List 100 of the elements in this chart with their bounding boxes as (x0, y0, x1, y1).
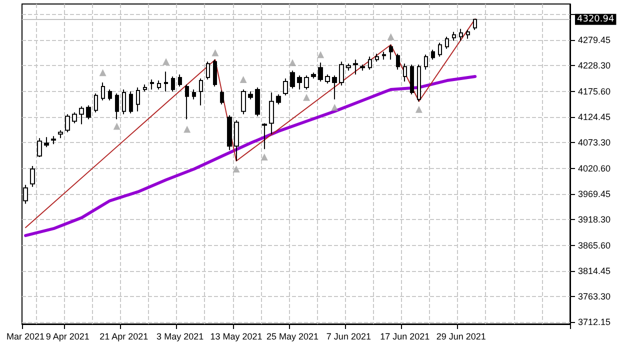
candlestick (353, 59, 358, 76)
candlestick (325, 74, 330, 84)
candlestick (58, 130, 63, 139)
candlestick (143, 84, 147, 92)
candlestick (129, 90, 133, 114)
candlestick (473, 18, 477, 30)
candlestick (65, 114, 70, 133)
candlestick (283, 78, 288, 96)
x-tick-label: 25 May 2021 (266, 332, 319, 342)
candlestick (368, 56, 372, 70)
x-tick-label: 21 Apr 2021 (100, 332, 148, 342)
candlestick (79, 106, 84, 125)
point (162, 58, 170, 66)
y-tick-label: 3865.60 (578, 240, 611, 251)
candlestick (417, 64, 421, 102)
candlestick (297, 75, 302, 90)
candlestick (438, 42, 442, 58)
point (331, 104, 338, 111)
point (212, 49, 219, 56)
candlestick (445, 36, 449, 50)
point (288, 59, 296, 66)
candlestick (185, 84, 189, 120)
y-tick-label: 3969.45 (578, 189, 611, 200)
candlestick (248, 90, 253, 100)
candlestick (136, 86, 140, 112)
candlestick (227, 114, 232, 151)
y-tick-label: 4020.60 (578, 164, 611, 174)
candlestick (269, 92, 274, 135)
x-tick-label: 3 May 2021 (156, 332, 204, 342)
candlestick (192, 88, 196, 100)
line-series (25, 18, 476, 228)
candlestick (290, 70, 295, 89)
candlestick (311, 72, 316, 80)
candlestick (37, 138, 42, 158)
point (232, 165, 240, 172)
candlestick (346, 63, 351, 72)
candlestick (262, 122, 267, 150)
candlestick (44, 136, 49, 148)
x-tick-label: 9 Apr 2021 (46, 332, 90, 342)
y-tick-label: 4073.30 (578, 137, 611, 148)
y-tick-label: 3814.45 (578, 266, 611, 276)
candlestick (178, 74, 182, 87)
point (387, 33, 394, 40)
point (99, 69, 106, 76)
point (184, 126, 191, 133)
candlestick (424, 54, 428, 70)
candlestick (108, 88, 112, 101)
candlestick (213, 59, 217, 87)
candlestick (304, 75, 309, 90)
candlestick (150, 79, 154, 90)
x-tick-label: 13 May 2021 (210, 332, 262, 342)
y-tick-label: 4279.45 (578, 35, 611, 46)
candlestick (220, 90, 224, 105)
candlestick (466, 29, 470, 40)
candlestick (101, 82, 105, 101)
candlestick (255, 86, 260, 117)
candlestick (30, 165, 35, 188)
candlestick (410, 64, 414, 95)
candlestick (459, 28, 463, 42)
candlestick (339, 61, 344, 86)
candlestick (396, 53, 400, 70)
candlestick (51, 136, 56, 145)
candlestick (122, 88, 126, 115)
y-tick-label: 4124.45 (578, 112, 611, 122)
candlestick (360, 64, 365, 72)
y-tick-label: 4228.30 (578, 60, 611, 70)
point (260, 154, 268, 161)
candlestick (234, 120, 239, 162)
candlestick (171, 76, 175, 92)
candlestick (276, 94, 281, 105)
point (317, 51, 324, 58)
candlestick (199, 78, 203, 106)
x-tick-label: 7 Jun 2021 (326, 332, 371, 342)
point (240, 76, 247, 84)
candlestick (115, 92, 119, 120)
candlestick (332, 75, 337, 100)
x-tick-label: Mar 2021 (6, 332, 45, 342)
candlestick (157, 80, 161, 90)
y-tick-label: 3918.30 (578, 214, 611, 225)
candlestick (382, 51, 386, 60)
candlestick (206, 61, 210, 80)
candlestick (241, 88, 246, 115)
candlestick (375, 53, 379, 62)
y-tick-label: 3763.30 (578, 292, 611, 302)
ref-line-label: 4320.94 (577, 14, 614, 24)
candlestick (94, 92, 98, 113)
candlestick (318, 62, 323, 82)
candlestick (72, 112, 77, 124)
candlestick (403, 63, 407, 82)
point (303, 94, 310, 101)
x-tick-label: 29 Jun 2021 (436, 332, 486, 342)
y-tick-label: 4175.60 (578, 86, 611, 97)
candlestick (389, 44, 393, 60)
y-tick-label: 3712.15 (578, 316, 611, 327)
candlestick (452, 31, 456, 42)
x-tick-label: 17 Jun 2021 (380, 332, 430, 342)
candlestick (86, 104, 91, 120)
candlestick (431, 49, 435, 60)
point (113, 122, 120, 130)
point (415, 106, 422, 113)
